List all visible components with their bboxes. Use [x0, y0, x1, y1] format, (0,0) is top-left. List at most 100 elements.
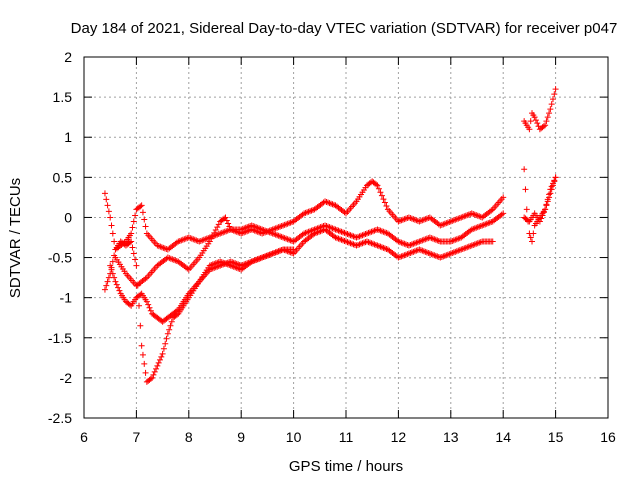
data-point [262, 253, 269, 260]
data-point [434, 253, 441, 260]
data-point [344, 239, 351, 246]
data-point [274, 248, 281, 255]
data-point [283, 235, 290, 242]
data-point [548, 101, 555, 108]
data-point [444, 219, 451, 226]
data-point [280, 222, 287, 229]
data-point [426, 234, 433, 241]
data-point [164, 330, 171, 337]
data-point [371, 241, 378, 248]
data-point [310, 227, 317, 234]
data-point [209, 265, 216, 272]
data-point [410, 240, 417, 247]
data-point [411, 216, 418, 223]
data-point [272, 231, 279, 238]
data-point [175, 238, 182, 245]
data-point [185, 234, 192, 241]
data-point [408, 241, 415, 248]
data-point [407, 241, 414, 248]
data-point [224, 259, 231, 266]
data-point [447, 250, 454, 257]
data-point [453, 236, 460, 243]
data-point [184, 265, 191, 272]
data-point [337, 236, 344, 243]
data-point [477, 213, 484, 220]
data-point [377, 189, 384, 196]
data-point [244, 224, 251, 231]
data-point [302, 229, 309, 236]
data-point [215, 221, 222, 228]
data-point [450, 237, 457, 244]
data-point [101, 190, 108, 197]
data-point [331, 225, 338, 232]
data-point [521, 166, 528, 173]
data-point [434, 237, 441, 244]
data-point [437, 254, 444, 261]
data-point [350, 233, 357, 240]
data-point [335, 235, 342, 242]
data-point [221, 260, 228, 267]
data-point [395, 254, 402, 261]
data-point [531, 114, 538, 121]
data-point [166, 326, 173, 333]
data-point [128, 238, 135, 245]
data-point [471, 211, 478, 218]
data-point [141, 216, 148, 223]
data-point [244, 260, 251, 267]
data-point [239, 262, 246, 269]
data-point [407, 249, 414, 256]
data-point [305, 208, 312, 215]
data-point [158, 353, 165, 360]
data-point [301, 230, 308, 237]
data-point [420, 248, 427, 255]
data-point [374, 182, 381, 189]
data-point [326, 200, 333, 207]
data-point [138, 202, 145, 209]
data-point [440, 221, 447, 228]
data-point [437, 222, 444, 229]
data-point [142, 369, 149, 376]
data-point [307, 228, 314, 235]
data-point [323, 198, 330, 205]
data-point [458, 246, 465, 253]
data-point [256, 255, 263, 262]
data-point [337, 228, 344, 235]
data-point [142, 275, 149, 282]
data-point [116, 287, 123, 294]
data-point [544, 196, 551, 203]
data-point [462, 212, 469, 219]
data-point [112, 278, 119, 285]
data-point [214, 263, 221, 270]
data-point [345, 239, 352, 246]
data-point [368, 240, 375, 247]
data-point [474, 212, 481, 219]
data-point [468, 242, 475, 249]
data-point [365, 239, 372, 246]
data-point [286, 236, 293, 243]
data-point [450, 249, 457, 256]
data-point [467, 243, 474, 250]
data-point [438, 221, 445, 228]
data-point [464, 212, 471, 219]
data-point [429, 251, 436, 258]
data-point [241, 261, 248, 268]
y-tick-label: -1.5 [48, 330, 72, 346]
data-point [137, 291, 144, 298]
data-point [289, 237, 296, 244]
data-point [402, 215, 409, 222]
data-point [332, 234, 339, 241]
data-point [551, 91, 558, 98]
data-point [278, 223, 285, 230]
y-tick-label: -2.5 [48, 410, 72, 426]
data-point [365, 229, 372, 236]
data-point [304, 229, 311, 236]
data-point [414, 239, 421, 246]
data-point [348, 232, 355, 239]
data-point [348, 240, 355, 247]
data-point [455, 235, 462, 242]
data-point [257, 225, 264, 232]
x-tick-label: 11 [339, 429, 354, 445]
data-point [407, 215, 414, 222]
data-point [253, 224, 260, 231]
